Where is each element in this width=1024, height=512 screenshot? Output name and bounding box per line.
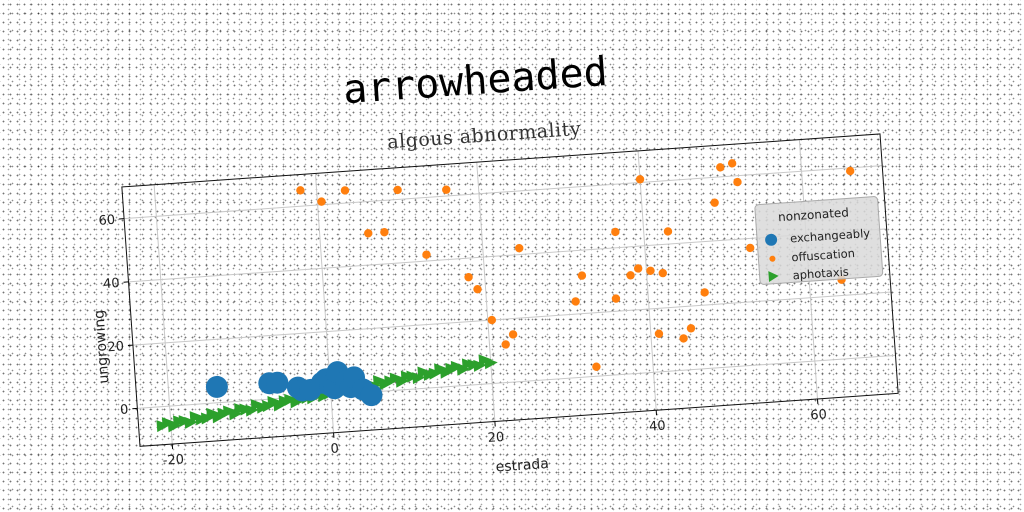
scatter-point-offuscation — [592, 362, 601, 371]
plot-frame — [121, 133, 899, 447]
scatter-point-offuscation — [611, 227, 620, 237]
legend-marker-exchangeably — [765, 233, 778, 246]
scatter-point-offuscation — [571, 297, 580, 306]
legend-marker-aphotaxis — [768, 271, 779, 283]
scatter-point-offuscation — [646, 266, 655, 275]
scatter-point-offuscation — [727, 159, 737, 168]
scatter-point-offuscation — [442, 185, 451, 194]
page-title: arrowheaded — [342, 49, 609, 113]
scatter-point-offuscation — [577, 271, 587, 280]
legend-title: nonzonated — [778, 205, 850, 224]
scatter-point-offuscation — [635, 175, 645, 184]
scatter-point-offuscation — [508, 330, 518, 339]
scatter-point-offuscation — [317, 197, 326, 206]
x-gridline — [153, 184, 173, 445]
chart-title: algous abnormality — [387, 118, 582, 153]
scatter-point-offuscation — [380, 227, 389, 237]
scatter-point-offuscation — [716, 163, 725, 172]
y-tick-label: 0 — [120, 403, 129, 419]
legend-label-offuscation: offuscation — [791, 246, 855, 264]
scatter-point-offuscation — [464, 272, 473, 282]
scatter-point-offuscation — [686, 324, 696, 333]
scatter-point-offuscation — [633, 264, 643, 273]
y-gridline — [132, 291, 892, 346]
scatter-point-exchangeably — [205, 375, 228, 398]
scatter-point-offuscation — [700, 288, 709, 297]
scatter-point-offuscation — [626, 271, 635, 280]
scatter-point-offuscation — [515, 243, 524, 253]
scatter-point-aphotaxis — [484, 357, 498, 370]
scatter-point-offuscation — [679, 334, 688, 343]
scatter-point-offuscation — [340, 186, 350, 195]
legend-marker-offuscation — [769, 255, 776, 262]
y-tick-label: 20 — [107, 339, 125, 355]
x-tick-label: 60 — [810, 407, 828, 423]
x-tick-label: 20 — [487, 430, 505, 446]
scatter-point-offuscation — [658, 268, 668, 278]
scatter-point-aphotaxis — [412, 372, 426, 385]
x-gridline — [476, 162, 496, 422]
legend-box — [754, 196, 884, 285]
x-axis-label: estrada — [495, 456, 549, 476]
legend-label-aphotaxis: aphotaxis — [792, 264, 849, 282]
scatter-point-exchangeably — [266, 371, 289, 394]
x-tick-label: 0 — [330, 441, 339, 457]
plot-area: -20 0 20 40 60 0 20 40 60 — [98, 133, 899, 469]
scatter-point-aphotaxis — [184, 416, 198, 429]
scatter-point-exchangeably — [360, 384, 383, 407]
scatter-point-offuscation — [422, 250, 431, 259]
x-tick-label: -20 — [162, 452, 184, 468]
x-tick-label: 40 — [649, 419, 667, 435]
scatter-point-offuscation — [487, 315, 497, 325]
legend-label-exchangeably: exchangeably — [790, 226, 871, 246]
scatter-point-offuscation — [473, 285, 482, 294]
x-gridline — [637, 150, 657, 411]
scatter-point-offuscation — [296, 186, 305, 195]
scatter-point-offuscation — [710, 198, 719, 207]
scatter-point-offuscation — [733, 177, 742, 187]
y-gridline — [124, 165, 883, 220]
scatter-point-offuscation — [745, 243, 755, 253]
y-gridline — [137, 354, 896, 409]
scatter-point-offuscation — [364, 229, 373, 238]
scatter-point-offuscation — [501, 340, 510, 349]
legend: nonzonated exchangeably offuscation apho… — [754, 196, 884, 285]
scatter-point-offuscation — [663, 227, 673, 236]
y-tick-label: 40 — [103, 276, 121, 292]
scatter-point-offuscation — [654, 329, 664, 338]
scatter-point-offuscation — [393, 185, 402, 195]
scatter-point-offuscation — [611, 294, 621, 303]
scatter-point-offuscation — [845, 166, 855, 176]
y-tick-label: 60 — [98, 213, 116, 229]
y-axis-label: ungrowing — [91, 309, 112, 384]
